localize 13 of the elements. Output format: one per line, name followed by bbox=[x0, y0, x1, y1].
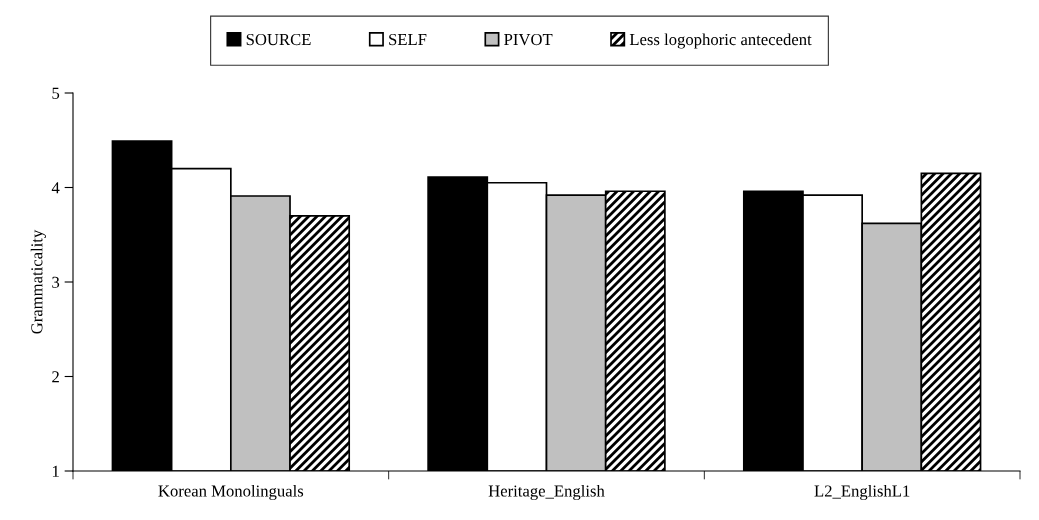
x-tick-label: Korean Monolinguals bbox=[158, 484, 304, 501]
y-tick-label: 5 bbox=[52, 87, 60, 99]
legend-label: Less logophoric antecedent bbox=[629, 33, 812, 49]
legend-label: SOURCE bbox=[246, 33, 311, 46]
y-tick-label: 2 bbox=[52, 371, 59, 383]
legend-label: SELF bbox=[389, 33, 427, 46]
y-tick-label: 4 bbox=[51, 182, 60, 194]
x-tick-label: L2_EnglishL1 bbox=[814, 484, 910, 501]
x-tick-label: Heritage_English bbox=[488, 484, 605, 501]
y-tick-label: 1 bbox=[52, 465, 59, 477]
y-tick-label: 3 bbox=[52, 276, 60, 288]
legend-label: PIVOT bbox=[504, 33, 553, 46]
y-axis-title: Grammaticality bbox=[30, 229, 46, 334]
